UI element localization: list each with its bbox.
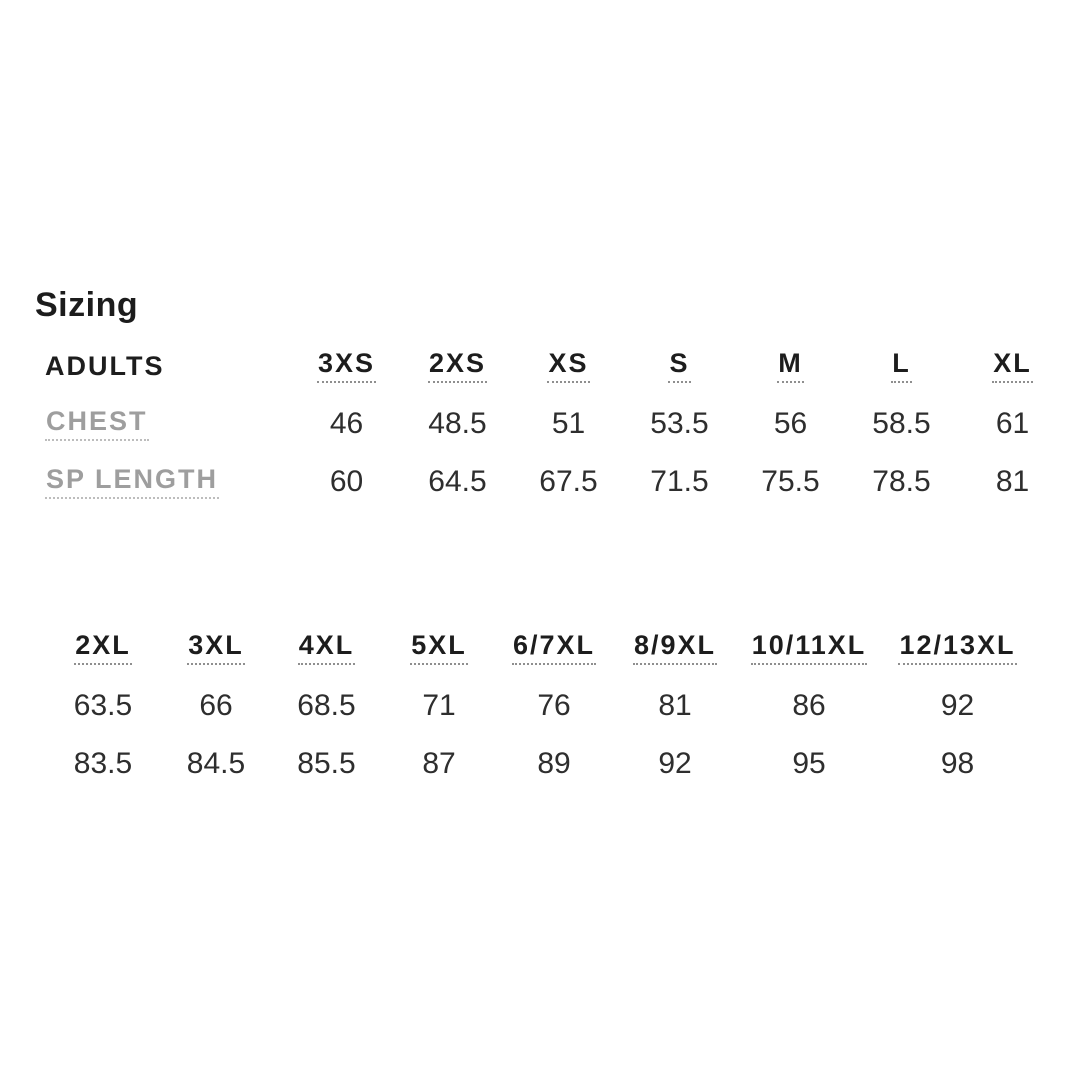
size-header-4xl: 4XL	[297, 631, 356, 665]
sp-length-value: 71.5	[650, 465, 709, 498]
sp-length-value: 67.5	[539, 465, 598, 498]
sp-length-value: 78.5	[872, 465, 931, 498]
chest-row: CHEST 46 48.5 51 53.5 56 58.5 61	[45, 395, 1068, 453]
chest-value: 71	[422, 689, 456, 722]
sp-length-value: 83.5	[73, 747, 133, 780]
size-header-l: L	[891, 349, 912, 383]
sp-length-value: 84.5	[186, 747, 246, 780]
chest-value: 53.5	[650, 407, 709, 440]
size-header-6-7xl: 6/7XL	[511, 631, 597, 665]
sp-length-value: 81	[995, 465, 1030, 498]
sp-length-row: 83.5 84.5 85.5 87 89 92 95 98	[45, 735, 1035, 793]
sp-length-value: 98	[940, 747, 975, 780]
chest-value: 63.5	[73, 689, 133, 722]
size-header-8-9xl: 8/9XL	[632, 631, 718, 665]
size-header-12-13xl: 12/13XL	[898, 631, 1017, 665]
sp-length-value: 64.5	[428, 465, 487, 498]
sp-length-row: SP LENGTH 60 64.5 67.5 71.5 75.5 78.5 81	[45, 453, 1068, 511]
chest-value: 61	[995, 407, 1030, 440]
sp-length-value: 60	[329, 465, 364, 498]
sizing-table-extended: 2XL 3XL 4XL 5XL 6/7XL 8/9XL 10/11XL 12/1…	[45, 619, 1035, 793]
size-header-5xl: 5XL	[410, 631, 468, 665]
row-label-chest: CHEST	[45, 407, 149, 441]
page-title: Sizing	[35, 286, 139, 324]
size-header-s: S	[668, 349, 691, 383]
chest-value: 56	[773, 407, 808, 440]
chest-value: 68.5	[297, 689, 356, 722]
chest-value: 92	[940, 689, 975, 722]
chest-value: 51	[551, 407, 586, 440]
size-header-2xl: 2XL	[74, 631, 132, 665]
chest-value: 48.5	[428, 407, 487, 440]
size-header-xl: XL	[992, 349, 1033, 383]
size-header-2xs: 2XS	[427, 349, 488, 383]
size-header-10-11xl: 10/11XL	[750, 631, 868, 665]
sp-length-value: 89	[537, 747, 571, 780]
size-header-3xs: 3XS	[316, 349, 377, 383]
chest-value: 46	[329, 407, 364, 440]
sp-length-value: 85.5	[297, 747, 356, 780]
chest-value: 81	[658, 689, 692, 722]
chest-row: 63.5 66 68.5 71 76 81 86 92	[45, 677, 1035, 735]
sp-length-value: 75.5	[761, 465, 820, 498]
chest-value: 76	[537, 689, 571, 722]
size-header-m: M	[777, 349, 804, 383]
sp-length-value: 92	[658, 747, 692, 780]
size-header-xs: XS	[547, 349, 590, 383]
sp-length-value: 87	[422, 747, 456, 780]
adults-label: ADULTS	[45, 350, 165, 381]
size-header-3xl: 3XL	[187, 631, 245, 665]
size-header-row: 2XL 3XL 4XL 5XL 6/7XL 8/9XL 10/11XL 12/1…	[45, 619, 1035, 677]
chest-value: 86	[792, 689, 826, 722]
chest-value: 58.5	[872, 407, 931, 440]
size-header-row: ADULTS 3XS 2XS XS S M L XL	[45, 337, 1068, 395]
row-label-sp-length: SP LENGTH	[45, 465, 220, 499]
sizing-table-primary: ADULTS 3XS 2XS XS S M L XL CHEST 46 48.5…	[45, 337, 1068, 511]
sp-length-value: 95	[792, 747, 826, 780]
chest-value: 66	[199, 689, 233, 722]
